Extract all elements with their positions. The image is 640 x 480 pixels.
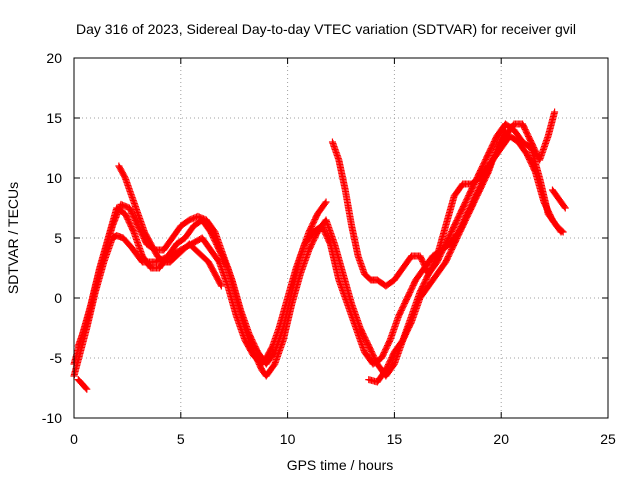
x-tick-label: 5 [177, 431, 185, 447]
data-marks [70, 108, 569, 393]
data-point [560, 203, 568, 211]
series-track-f [74, 126, 569, 393]
y-tick-label: -5 [50, 350, 63, 366]
data-point [551, 108, 559, 116]
axis-ticks: 0 5 10 15 20 25 -10 -5 0 5 10 15 20 [42, 50, 616, 447]
x-tick-label: 20 [493, 431, 509, 447]
data-point [558, 227, 566, 235]
data-point [561, 204, 569, 212]
data-point [501, 126, 509, 134]
y-tick-label: 15 [46, 110, 62, 126]
data-point [82, 384, 90, 392]
y-tick-label: 0 [54, 290, 62, 306]
data-point [559, 228, 567, 236]
data-point [322, 198, 330, 206]
x-tick-label: 0 [70, 431, 78, 447]
plot-frame [73, 57, 609, 419]
y-tick-label: -10 [42, 410, 62, 426]
x-tick-label: 10 [280, 431, 296, 447]
data-point [321, 199, 329, 207]
data-point [83, 385, 91, 393]
data-point [501, 127, 509, 135]
y-axis-label: SDTVAR / TECUs [5, 182, 21, 294]
y-tick-label: 5 [54, 230, 62, 246]
chart-title: Day 316 of 2023, Sidereal Day-to-day VTE… [76, 21, 576, 37]
series-track-d [115, 162, 225, 290]
x-axis-label: GPS time / hours [287, 457, 394, 473]
data-point [217, 281, 225, 289]
grid-lines [74, 58, 608, 418]
data-point [217, 282, 225, 290]
x-tick-label: 25 [600, 431, 616, 447]
x-tick-label: 15 [387, 431, 403, 447]
y-tick-label: 10 [46, 170, 62, 186]
y-tick-label: 20 [46, 50, 62, 66]
